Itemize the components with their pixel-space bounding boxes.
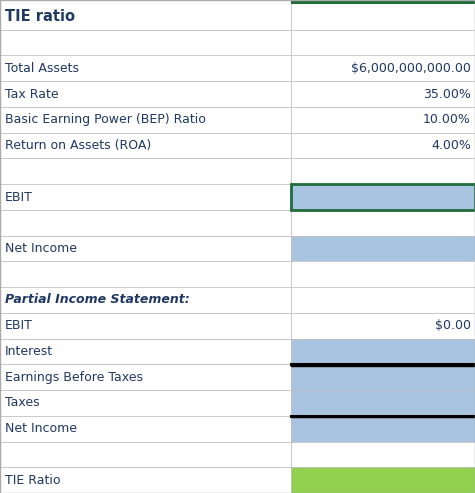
Bar: [0, 210, 475, 236]
Bar: [0, 261, 475, 287]
Bar: [0, 4, 475, 30]
Bar: [0, 56, 475, 81]
Text: 35.00%: 35.00%: [423, 88, 471, 101]
Bar: [0, 184, 475, 210]
Text: TIE Ratio: TIE Ratio: [5, 474, 60, 487]
Bar: [0, 390, 475, 416]
Bar: [291, 339, 475, 364]
Text: Basic Earning Power (BEP) Ratio: Basic Earning Power (BEP) Ratio: [5, 113, 206, 126]
Bar: [0, 107, 475, 133]
Text: TIE ratio: TIE ratio: [5, 9, 75, 24]
Text: $0.00: $0.00: [435, 319, 471, 332]
Bar: [0, 236, 475, 261]
Text: Total Assets: Total Assets: [5, 62, 79, 75]
Bar: [291, 390, 475, 416]
Bar: [0, 287, 475, 313]
Text: Tax Rate: Tax Rate: [5, 88, 58, 101]
Text: Net Income: Net Income: [5, 422, 77, 435]
Text: EBIT: EBIT: [5, 190, 33, 204]
Bar: [0, 339, 475, 364]
Text: Taxes: Taxes: [5, 396, 39, 409]
Bar: [291, 0, 475, 4]
Text: $6,000,000,000.00: $6,000,000,000.00: [351, 62, 471, 75]
Bar: [0, 442, 475, 467]
Text: Return on Assets (ROA): Return on Assets (ROA): [5, 139, 151, 152]
Bar: [0, 467, 475, 493]
Bar: [0, 133, 475, 158]
Text: Interest: Interest: [5, 345, 53, 358]
Text: Partial Income Statement:: Partial Income Statement:: [5, 293, 190, 307]
Text: Earnings Before Taxes: Earnings Before Taxes: [5, 371, 143, 384]
Bar: [291, 236, 475, 261]
Bar: [291, 184, 475, 210]
Bar: [291, 364, 475, 390]
Bar: [0, 158, 475, 184]
Bar: [0, 81, 475, 107]
Bar: [0, 416, 475, 442]
Text: 4.00%: 4.00%: [431, 139, 471, 152]
Text: 10.00%: 10.00%: [423, 113, 471, 126]
Bar: [291, 416, 475, 442]
Bar: [291, 184, 475, 210]
Bar: [0, 364, 475, 390]
Bar: [0, 30, 475, 56]
Bar: [0, 313, 475, 339]
Text: Net Income: Net Income: [5, 242, 77, 255]
Bar: [291, 467, 475, 493]
Text: EBIT: EBIT: [5, 319, 33, 332]
